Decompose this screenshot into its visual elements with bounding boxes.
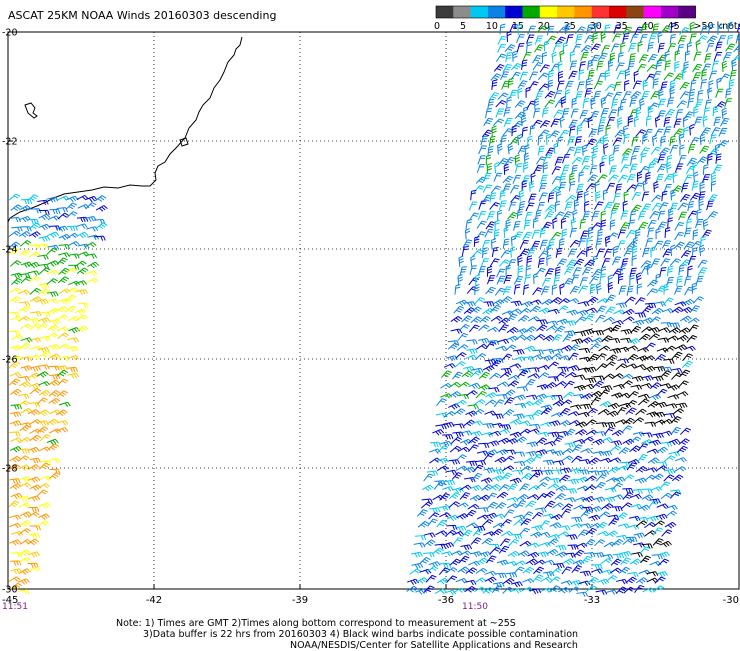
lon-label: -33 xyxy=(584,595,600,606)
lon-label: -39 xyxy=(292,595,308,606)
note-line-2: 3)Data buffer is 22 hrs from 20160303 4)… xyxy=(143,629,578,640)
wind-barb xyxy=(606,590,617,595)
lon-label: -36 xyxy=(438,595,454,606)
lat-label: -28 xyxy=(2,464,18,475)
note-line-1: Note: 1) Times are GMT 2)Times along bot… xyxy=(116,618,516,629)
pass-time-label: 11:51 xyxy=(2,602,28,612)
lat-label: -20 xyxy=(2,28,18,39)
wind-barb xyxy=(671,23,677,33)
wind-barb xyxy=(18,590,29,595)
wind-map: -20-22-24-26-28-30 -45-42-39-36-33-30 11… xyxy=(0,0,740,620)
note-line-3: NOAA/NESDIS/Center for Satellite Applica… xyxy=(290,640,578,651)
lat-label: -30 xyxy=(2,585,18,596)
pass-time-label: 11:50 xyxy=(462,602,488,612)
wind-barb xyxy=(595,22,600,33)
lat-label: -24 xyxy=(2,245,18,256)
lon-label: -42 xyxy=(146,595,162,606)
lat-label: -22 xyxy=(2,137,18,148)
wind-barb xyxy=(690,22,695,33)
lat-label: -26 xyxy=(2,355,18,366)
lon-label: -30 xyxy=(723,595,739,606)
wind-barb xyxy=(728,22,733,33)
